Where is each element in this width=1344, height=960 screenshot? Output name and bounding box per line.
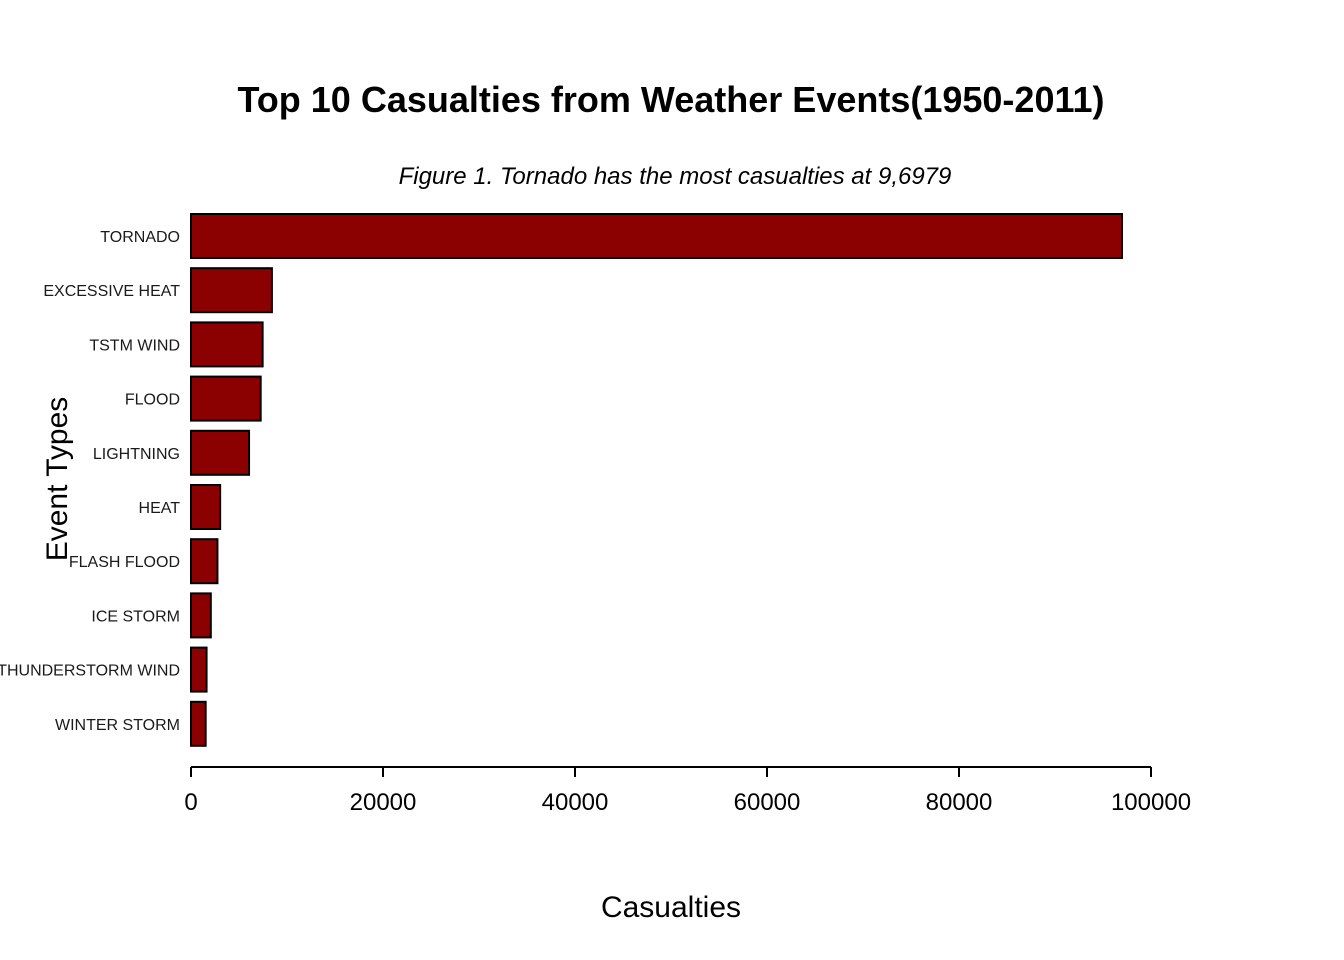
x-tick-label: 40000 bbox=[542, 789, 609, 816]
y-axis-title: Event Types bbox=[41, 397, 74, 562]
bar-lightning bbox=[190, 429, 251, 476]
bar-tornado bbox=[190, 213, 1123, 259]
category-label: HEAT bbox=[139, 500, 181, 517]
category-label: EXCESSIVE HEAT bbox=[43, 283, 180, 300]
x-tick-label: 20000 bbox=[350, 789, 417, 816]
x-tick-label: 80000 bbox=[926, 789, 993, 816]
category-label: FLASH FLOOD bbox=[69, 554, 180, 571]
bar-ice-storm bbox=[190, 592, 212, 639]
chart-subtitle: Figure 1. Tornado has the most casualtie… bbox=[399, 163, 952, 190]
bar-heat bbox=[190, 484, 222, 530]
x-tick-label: 100000 bbox=[1111, 789, 1191, 816]
bars-group bbox=[190, 213, 1123, 747]
bar-flood bbox=[190, 375, 262, 422]
category-label: FLOOD bbox=[125, 392, 180, 409]
category-label: LIGHTNING bbox=[93, 446, 180, 463]
bar-flash-flood bbox=[190, 538, 219, 585]
bar-excessive-heat bbox=[190, 267, 273, 314]
x-axis: 0 20000 40000 60000 80000 100000 bbox=[184, 766, 1191, 816]
x-axis-title: Casualties bbox=[601, 891, 741, 924]
category-label: TSTM WIND bbox=[89, 337, 180, 354]
x-tick-label: 0 bbox=[184, 789, 197, 816]
x-tick-label: 60000 bbox=[734, 789, 801, 816]
bar-winter-storm bbox=[190, 700, 207, 747]
category-label: ICE STORM bbox=[91, 608, 180, 625]
category-label: THUNDERSTORM WIND bbox=[0, 663, 180, 680]
bar-thunderstorm-wind bbox=[190, 646, 208, 693]
chart-title: Top 10 Casualties from Weather Events(19… bbox=[237, 79, 1104, 120]
category-label: TORNADO bbox=[100, 229, 180, 246]
bar-tstm-wind bbox=[190, 321, 264, 368]
category-label: WINTER STORM bbox=[55, 717, 180, 734]
category-labels-group: TORNADO EXCESSIVE HEAT TSTM WIND FLOOD LIGHT… bbox=[0, 229, 180, 734]
